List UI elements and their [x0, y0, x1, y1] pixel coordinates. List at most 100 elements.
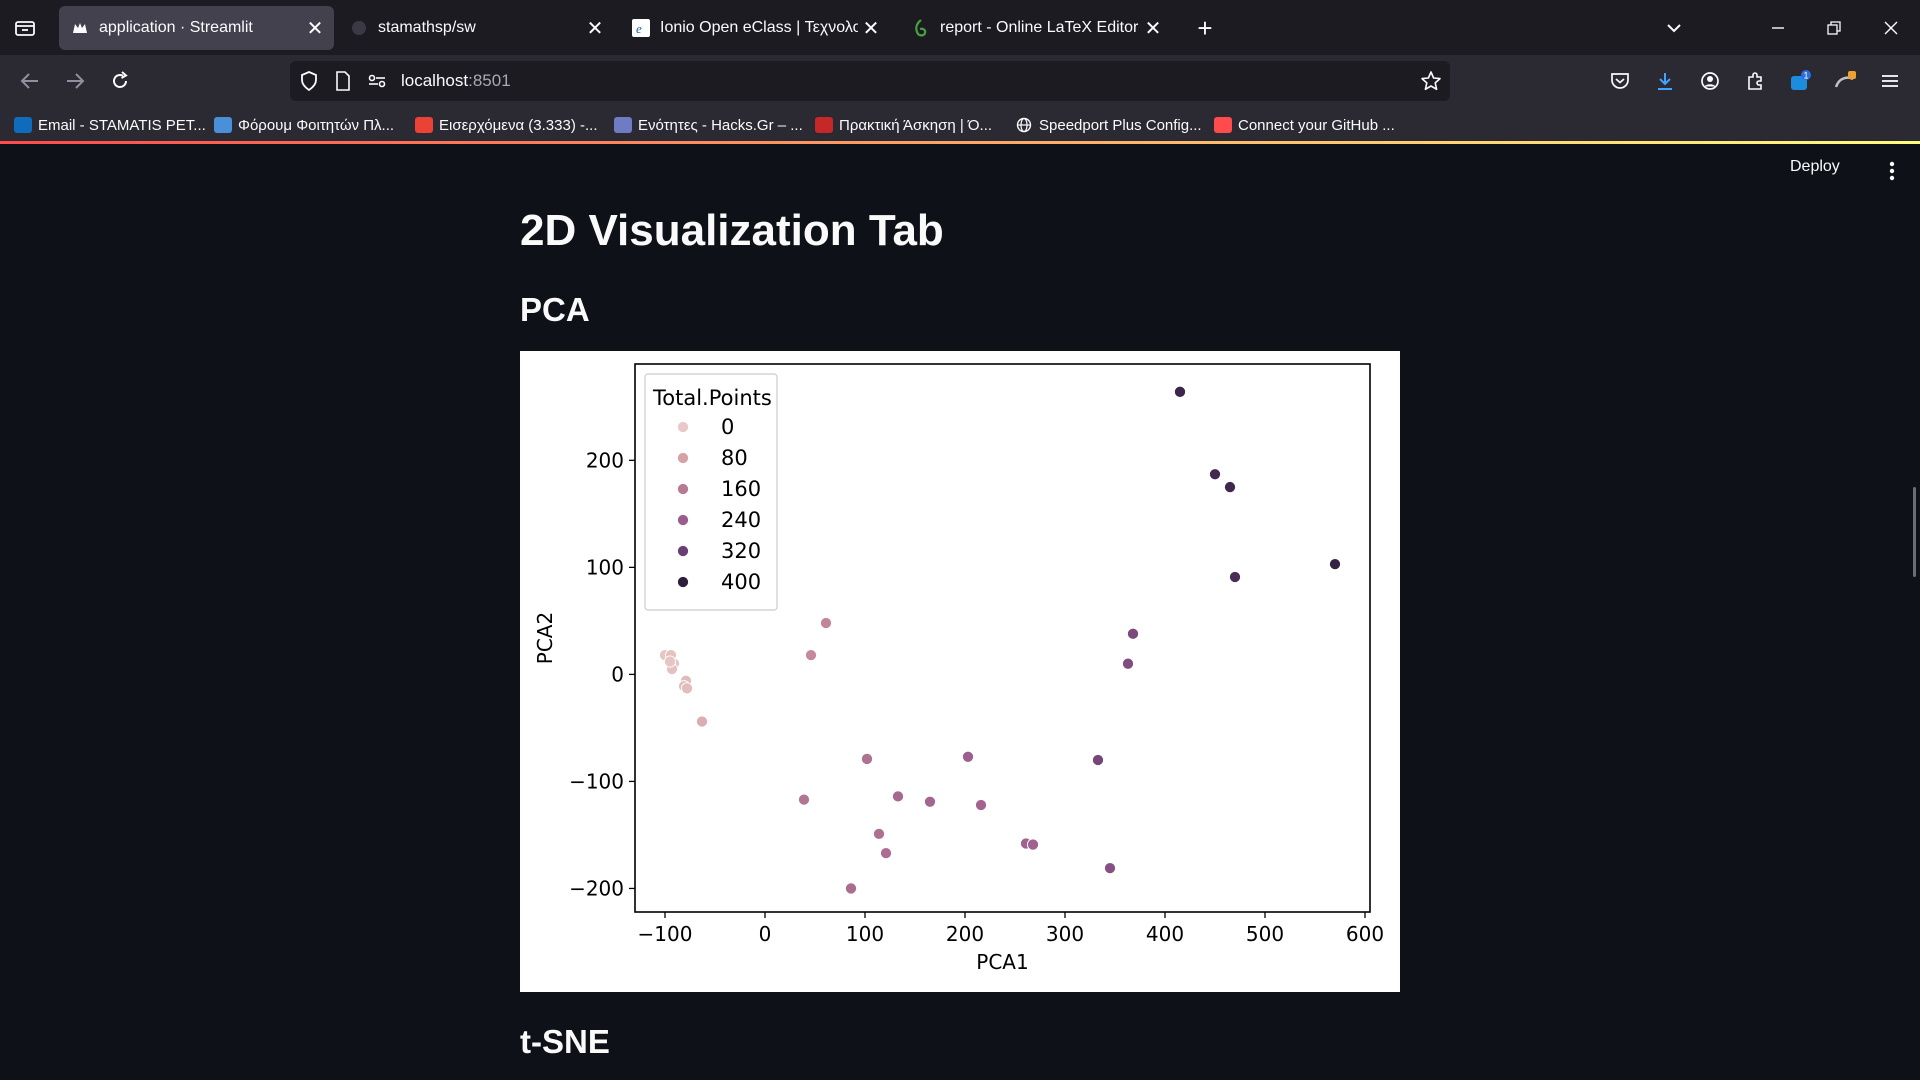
legend-marker	[676, 513, 690, 527]
bookmark-label: Ενότητες - Hacks.Gr – ...	[638, 116, 803, 134]
forward-arrow-icon[interactable]	[59, 65, 91, 97]
bookmark-item[interactable]: Speedport Plus Config...	[1015, 114, 1202, 136]
tab-title: stamathsp/sw	[378, 19, 476, 36]
tab-title: application · Streamlit	[99, 19, 253, 36]
url-text[interactable]: localhost:8501	[401, 71, 511, 91]
scatter-point	[1126, 627, 1140, 640]
x-tick-label: 300	[1046, 922, 1084, 946]
y-axis-label: PCA2	[533, 612, 557, 664]
scatter-points	[658, 385, 1342, 895]
scatter-point	[1026, 838, 1040, 851]
bookmark-item[interactable]: Connect your GitHub ...	[1214, 114, 1395, 136]
legend-marker	[676, 544, 690, 558]
browser-tab-eclass[interactable]: e Ionio Open eClass | Τεχνολογία ✕	[620, 6, 890, 50]
address-bar[interactable]: localhost:8501	[290, 61, 1450, 101]
y-tick-label: 200	[586, 448, 624, 472]
close-tab-icon[interactable]: ✕	[306, 17, 324, 40]
eclass-icon: e	[632, 19, 650, 37]
scatter-point	[1328, 558, 1342, 571]
list-all-tabs-icon[interactable]	[10, 14, 40, 42]
streamlit-crown-icon	[71, 19, 89, 37]
new-tab-plus-icon[interactable]: +	[1197, 12, 1213, 43]
scatter-point	[695, 715, 709, 728]
extension-badge-icon[interactable]: 1	[1785, 66, 1815, 96]
reload-icon[interactable]	[104, 65, 136, 97]
page-title: 2D Visualization Tab	[520, 206, 944, 255]
permissions-icon[interactable]	[366, 70, 388, 92]
restore-window-icon[interactable]	[1814, 12, 1854, 44]
y-tick-label: −200	[569, 876, 624, 900]
close-tab-icon[interactable]: ✕	[862, 17, 880, 40]
browser-tab-overleaf[interactable]: report - Online LaTeX Editor Ov ✕	[900, 6, 1172, 50]
scatter-point	[804, 649, 818, 662]
legend-label: 240	[721, 508, 761, 532]
scatter-point	[879, 847, 893, 860]
outlook-icon	[14, 117, 32, 133]
globe-icon	[1015, 117, 1033, 133]
page-info-icon[interactable]	[332, 70, 354, 92]
x-tick-label: 200	[946, 922, 984, 946]
scatter-point	[819, 616, 833, 630]
streamlit-header: Deploy	[0, 144, 1920, 200]
tab-overflow-chevron-icon[interactable]	[1654, 12, 1694, 44]
y-tick-label: 100	[586, 555, 624, 579]
pocket-icon[interactable]	[1605, 66, 1635, 96]
pca-scatter-svg: −100 0 100 200 300 400 500 600 −200−1000100200 …	[533, 363, 1384, 974]
extensions-puzzle-icon[interactable]	[1740, 66, 1770, 96]
scatter-point	[923, 795, 937, 808]
browser-tab-github[interactable]: stamathsp/sw ✕	[338, 6, 614, 50]
crown-icon	[1214, 117, 1232, 133]
bookmark-item[interactable]: Email - STAMATIS PET...	[14, 114, 206, 136]
section-heading-pca: PCA	[520, 291, 590, 328]
scatter-point	[872, 827, 886, 840]
tab-title: Ionio Open eClass | Τεχνολογία	[660, 19, 858, 36]
bookmark-item[interactable]: Φόρουμ Φοιτητών Πλ...	[214, 114, 394, 136]
main-menu-kebab-icon[interactable]	[1880, 156, 1904, 186]
close-tab-icon[interactable]: ✕	[586, 17, 604, 40]
bookmark-item[interactable]: Εισερχόμενα (3.333) -...	[415, 114, 598, 136]
legend-label: 0	[721, 415, 734, 439]
close-tab-icon[interactable]: ✕	[1144, 17, 1162, 40]
x-tick-label: −100	[638, 922, 693, 946]
hacks-icon	[614, 117, 632, 133]
bookmark-label: Πρακτική Άσκηση | Ό...	[839, 116, 993, 134]
x-tick-label: 0	[759, 922, 772, 946]
x-axis-ticks: −100 0 100 200 300 400 500 600	[638, 912, 1384, 946]
x-tick-label: 500	[1246, 922, 1284, 946]
extension-orange-icon[interactable]	[1830, 66, 1860, 96]
y-axis-ticks: −200 −100 0 100 200	[569, 448, 635, 900]
downloads-icon[interactable]	[1650, 66, 1680, 96]
browser-tab-streamlit[interactable]: application · Streamlit ✕	[59, 6, 334, 50]
streamlit-decoration-bar	[0, 141, 1920, 144]
bookmark-item[interactable]: Πρακτική Άσκηση | Ό...	[815, 114, 992, 136]
overleaf-icon	[912, 19, 930, 37]
tab-title: report - Online LaTeX Editor Ov	[940, 19, 1140, 36]
bookmark-item[interactable]: Ενότητες - Hacks.Gr – ...	[614, 114, 803, 136]
close-window-icon[interactable]	[1871, 12, 1911, 44]
legend-title: Total.Points	[652, 386, 772, 410]
bookmark-label: Connect your GitHub ...	[1238, 116, 1395, 134]
svg-text:e: e	[636, 21, 642, 36]
scatter-point	[663, 655, 677, 668]
scatter-point	[974, 798, 988, 812]
scatter-point	[1103, 862, 1117, 875]
scatter-point	[797, 793, 811, 806]
deploy-button[interactable]: Deploy	[1790, 158, 1840, 175]
legend-marker	[676, 420, 690, 434]
bookmark-star-icon[interactable]	[1420, 70, 1442, 92]
section-heading-tsne: t-SNE	[520, 1023, 610, 1060]
plot-axes-frame	[634, 363, 1371, 913]
legend: Total.Points 0 80 160 240 320 400	[644, 373, 778, 611]
account-icon[interactable]	[1695, 66, 1725, 96]
extension-badge-count: 1	[1804, 71, 1809, 81]
page-scrollbar-thumb[interactable]	[1913, 487, 1916, 577]
back-arrow-icon[interactable]	[14, 65, 46, 97]
x-tick-label: 100	[846, 922, 884, 946]
university-icon	[815, 117, 833, 133]
minimize-window-icon[interactable]	[1758, 12, 1798, 44]
scatter-point	[1121, 657, 1135, 670]
hamburger-menu-icon[interactable]	[1875, 66, 1905, 96]
tracking-shield-icon[interactable]	[298, 70, 320, 92]
bookmark-label: Εισερχόμενα (3.333) -...	[439, 116, 598, 134]
scatter-point	[961, 750, 975, 763]
